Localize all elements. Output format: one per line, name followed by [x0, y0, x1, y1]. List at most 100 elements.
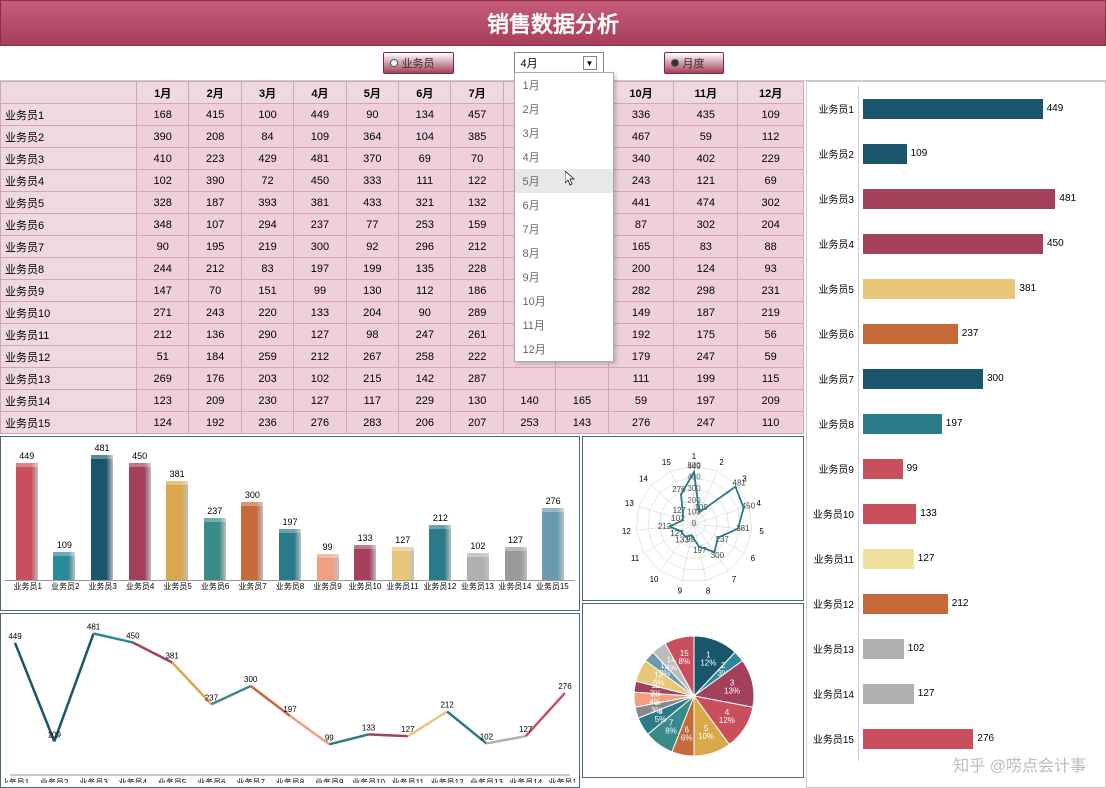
svg-text:4: 4	[756, 498, 761, 507]
table-cell: 244	[137, 258, 189, 280]
table-cell: 124	[674, 258, 738, 280]
hbar-label: 业务员11	[809, 536, 859, 581]
svg-text:381: 381	[165, 652, 179, 661]
table-cell: 187	[189, 192, 241, 214]
table-col-header: 3月	[241, 82, 293, 104]
svg-text:13%: 13%	[724, 686, 740, 695]
svg-text:6%: 6%	[681, 733, 693, 742]
hbar-value: 481	[1059, 193, 1076, 204]
hbar-value: 102	[908, 643, 925, 654]
hbar-value: 212	[952, 598, 969, 609]
svg-text:15: 15	[662, 457, 671, 466]
svg-text:12%: 12%	[719, 715, 735, 724]
bar-axis-label: 业务员12	[421, 581, 458, 592]
dropdown-option[interactable]: 9月	[515, 265, 613, 289]
table-cell: 287	[451, 368, 503, 390]
svg-text:13: 13	[625, 498, 634, 507]
radio-month[interactable]: 月度	[664, 52, 724, 74]
table-row-header: 业务员9	[1, 280, 137, 302]
radio-salesperson[interactable]: 业务员	[383, 52, 454, 74]
table-cell: 208	[189, 126, 241, 148]
pie-chart: 112%23%313%412%510%66%78%85%93%104%113%1…	[582, 603, 804, 778]
page-title: 销售数据分析	[0, 0, 1106, 46]
sales-data-table: 1月2月3月4月5月6月7月8月9月10月11月12月业务员1168415100…	[0, 81, 804, 434]
table-cell: 296	[399, 236, 451, 258]
svg-text:12%: 12%	[700, 658, 716, 667]
svg-text:业务员14: 业务员14	[509, 777, 542, 783]
table-cell: 121	[674, 170, 738, 192]
dropdown-option[interactable]: 5月	[515, 169, 613, 193]
bar-axis-label: 业务员8	[271, 581, 308, 592]
dropdown-list[interactable]: 1月2月3月4月5月6月7月8月9月10月11月12月	[514, 72, 614, 362]
hbar-row: 业务员6237	[809, 311, 1103, 356]
bar-axis-label: 业务员10	[346, 581, 383, 592]
month-dropdown[interactable]: 4月 ▼ 1月2月3月4月5月6月7月8月9月10月11月12月	[514, 52, 604, 74]
dropdown-option[interactable]: 4月	[515, 145, 613, 169]
svg-text:5: 5	[759, 527, 764, 536]
dropdown-option[interactable]: 1月	[515, 73, 613, 97]
svg-text:4%: 4%	[665, 663, 677, 672]
table-cell: 184	[189, 346, 241, 368]
dropdown-option[interactable]: 8月	[515, 241, 613, 265]
svg-text:300: 300	[711, 551, 725, 560]
table-cell: 69	[399, 148, 451, 170]
table-cell: 237	[294, 214, 346, 236]
table-cell: 59	[608, 390, 674, 412]
svg-text:3%: 3%	[651, 705, 663, 714]
table-cell: 229	[399, 390, 451, 412]
svg-text:133: 133	[362, 723, 376, 732]
bar-axis-label: 业务员6	[196, 581, 233, 592]
bar-column: 127	[498, 535, 534, 580]
table-cell: 133	[294, 302, 346, 324]
dropdown-option[interactable]: 11月	[515, 313, 613, 337]
table-cell: 197	[674, 390, 738, 412]
table-cell: 259	[241, 346, 293, 368]
table-cell: 219	[738, 302, 804, 324]
dropdown-option[interactable]: 6月	[515, 193, 613, 217]
table-cell: 269	[137, 368, 189, 390]
hbar-value: 449	[1047, 103, 1064, 114]
bar-column: 197	[272, 517, 308, 580]
bar-column: 237	[197, 506, 233, 580]
svg-text:5%: 5%	[655, 714, 667, 723]
svg-text:8: 8	[706, 586, 711, 595]
svg-text:10: 10	[650, 575, 659, 584]
table-cell: 435	[674, 104, 738, 126]
table-cell: 159	[451, 214, 503, 236]
bar-axis-label: 业务员2	[46, 581, 83, 592]
table-cell: 243	[608, 170, 674, 192]
table-cell: 127	[294, 390, 346, 412]
table-cell: 247	[674, 346, 738, 368]
bar-column: 212	[423, 513, 459, 580]
dropdown-option[interactable]: 7月	[515, 217, 613, 241]
table-col-header: 4月	[294, 82, 346, 104]
svg-text:业务员13: 业务员13	[470, 777, 503, 783]
dropdown-button[interactable]: 4月 ▼	[514, 52, 604, 74]
dropdown-option[interactable]: 10月	[515, 289, 613, 313]
table-cell: 90	[346, 104, 398, 126]
svg-text:4%: 4%	[649, 697, 661, 706]
table-cell: 165	[608, 236, 674, 258]
dropdown-option[interactable]: 12月	[515, 337, 613, 361]
hbar-value: 109	[911, 148, 928, 159]
svg-text:109: 109	[48, 730, 62, 739]
table-cell: 87	[608, 214, 674, 236]
svg-text:449: 449	[687, 461, 701, 470]
table-row-header: 业务员1	[1, 104, 137, 126]
table-row-header: 业务员12	[1, 346, 137, 368]
hbar-value: 197	[946, 418, 963, 429]
radio-dot-icon	[671, 59, 679, 67]
table-cell: 212	[137, 324, 189, 346]
svg-text:6: 6	[751, 554, 756, 563]
dropdown-option[interactable]: 2月	[515, 97, 613, 121]
bar-chart-3d: 4491094814503812373001979913312721210212…	[0, 436, 580, 611]
svg-text:11: 11	[631, 554, 640, 563]
dropdown-option[interactable]: 3月	[515, 121, 613, 145]
table-cell: 467	[608, 126, 674, 148]
table-row-header: 业务员3	[1, 148, 137, 170]
table-cell: 130	[346, 280, 398, 302]
table-cell: 109	[738, 104, 804, 126]
svg-text:业务员6: 业务员6	[197, 777, 226, 783]
table-row-header: 业务员2	[1, 126, 137, 148]
table-cell: 143	[556, 412, 608, 434]
